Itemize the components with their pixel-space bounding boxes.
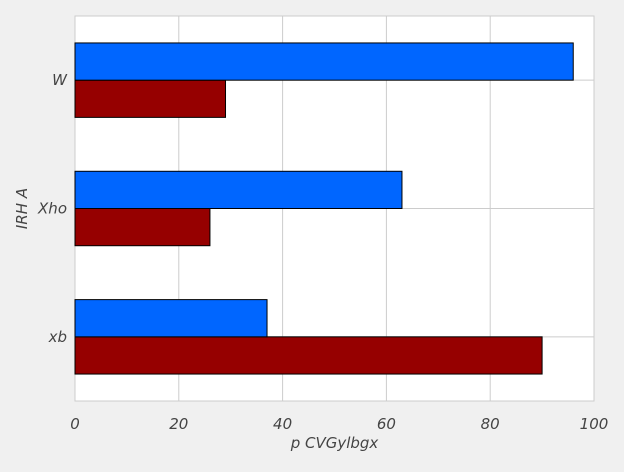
x-tick-label: 100 [580,415,609,433]
y-tick-labels: xb Xho W [37,71,68,346]
bar [74,170,403,210]
x-axis-label: p CVGylbgx [290,434,379,452]
bar [74,42,574,81]
bar [74,299,268,338]
bar [74,336,543,375]
x-tick-label: 0 [70,415,80,433]
x-tick-label: 60 [377,415,396,433]
bar [74,208,211,247]
y-tick-label: xb [48,328,67,346]
y-tick-label: W [52,71,68,89]
bar [74,79,227,118]
y-axis-label: IRH A [13,188,31,229]
x-tick-label: 40 [273,415,292,433]
y-tick-label: Xho [37,200,67,218]
x-tick-labels: 0 20 40 60 80 100 [70,415,608,433]
x-tick-label: 80 [481,415,500,433]
x-tick-label: 20 [169,415,188,433]
bars [74,42,574,375]
